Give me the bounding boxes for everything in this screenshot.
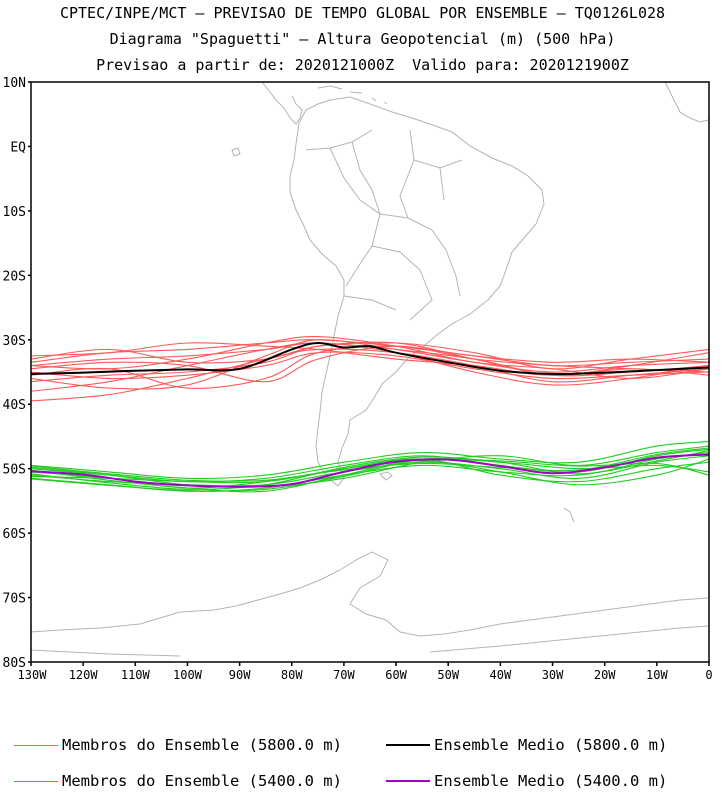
lon-tick-label: 70W [333, 668, 355, 682]
legend-label-mean-5800: Ensemble Medio (5800.0 m) [434, 736, 668, 754]
member-line-5800-5 [30, 342, 710, 370]
legend-item-members-5800: Membros do Ensemble (5800.0 m) [14, 730, 342, 760]
lon-tick-label: 110W [121, 668, 151, 682]
legend-label-members-5400: Membros do Ensemble (5400.0 m) [62, 772, 342, 790]
lat-tick-label: 10N [3, 76, 26, 91]
antarctica-coast [29, 551, 709, 657]
lat-tick-label: 80S [3, 656, 26, 671]
lat-tick-label: 20S [3, 269, 26, 284]
lat-tick-label: 40S [3, 398, 26, 413]
legend-item-members-5400: Membros do Ensemble (5400.0 m) [14, 766, 342, 796]
lon-tick-label: 90W [229, 668, 251, 682]
longitude-axis: 130W 120W 110W 100W 90W 80W 70W 60W 50W 40W 30W 20W… [18, 662, 713, 682]
lat-tick-label: 30S [3, 334, 26, 349]
lat-tick-label: 60S [3, 527, 26, 542]
title-block: CPTEC/INPE/MCT – PREVISAO DE TEMPO GLOBA… [0, 0, 725, 78]
lon-tick-label: 80W [281, 668, 303, 682]
lat-tick-label: EQ [10, 140, 26, 155]
legend-swatch-members-5800 [14, 744, 58, 746]
country-borders [305, 129, 463, 321]
caribbean-islands [317, 85, 388, 105]
lon-tick-label: 30W [542, 668, 564, 682]
africa-coast [664, 81, 709, 123]
south-georgia [563, 507, 575, 523]
lon-tick-label: 130W [18, 668, 48, 682]
legend: Membros do Ensemble (5800.0 m) Ensemble … [0, 728, 725, 792]
lat-tick-label: 10S [3, 205, 26, 220]
member-line-5800-7 [30, 345, 710, 383]
member-line-5400-4 [30, 458, 710, 489]
lon-tick-label: 60W [385, 668, 407, 682]
legend-label-mean-5400: Ensemble Medio (5400.0 m) [434, 772, 668, 790]
lon-tick-label: 10W [646, 668, 668, 682]
lon-tick-label: 40W [490, 668, 512, 682]
galapagos [231, 147, 241, 157]
legend-swatch-mean-5800 [386, 744, 430, 746]
member-line-5800-3 [30, 348, 710, 402]
title-line-2: Diagrama "Spaguetti" – Altura Geopotenci… [109, 30, 616, 48]
map-frame [30, 81, 710, 663]
latitude-axis: 10N EQ 10S 20S 30S 40S 50S 60S 70S 80S [3, 76, 31, 671]
lon-tick-label: 50W [437, 668, 459, 682]
lon-tick-label: 120W [69, 668, 99, 682]
central-america-coast [261, 81, 303, 125]
legend-item-mean-5800: Ensemble Medio (5800.0 m) [386, 730, 667, 760]
coastlines [29, 81, 709, 657]
ensemble-mean-lines [30, 341, 710, 488]
mean-line-5400 [30, 453, 710, 488]
title-line-3: Previsao a partir de: 2020121000Z Valido… [96, 56, 629, 74]
south-america-coast [289, 96, 545, 487]
member-line-5400-11 [30, 458, 710, 492]
legend-swatch-mean-5400 [386, 780, 430, 782]
member-line-5800-9 [30, 342, 710, 376]
lat-tick-label: 50S [3, 463, 26, 478]
member-line-5400-1 [30, 441, 710, 479]
member-line-5800-12 [30, 335, 710, 379]
legend-label-members-5800: Membros do Ensemble (5800.0 m) [62, 736, 342, 754]
lon-tick-label: 20W [594, 668, 616, 682]
legend-item-mean-5400: Ensemble Medio (5400.0 m) [386, 766, 667, 796]
title-line-1: CPTEC/INPE/MCT – PREVISAO DE TEMPO GLOBA… [59, 4, 666, 22]
lon-tick-label: 0 [705, 668, 712, 682]
spaghetti-map: 10N EQ 10S 20S 30S 40S 50S 60S 70S 80S 130W 120W 11… [3, 76, 713, 682]
mean-line-5800 [30, 341, 710, 375]
legend-swatch-members-5400 [14, 780, 58, 782]
lat-tick-label: 70S [3, 592, 26, 607]
falkland-islands [379, 471, 393, 481]
member-line-5400-9 [30, 450, 710, 490]
lon-tick-label: 100W [173, 668, 203, 682]
